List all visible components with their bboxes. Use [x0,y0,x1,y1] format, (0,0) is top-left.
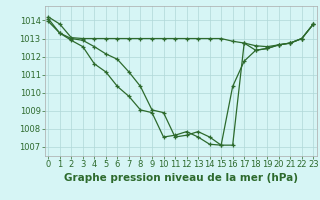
X-axis label: Graphe pression niveau de la mer (hPa): Graphe pression niveau de la mer (hPa) [64,173,298,183]
